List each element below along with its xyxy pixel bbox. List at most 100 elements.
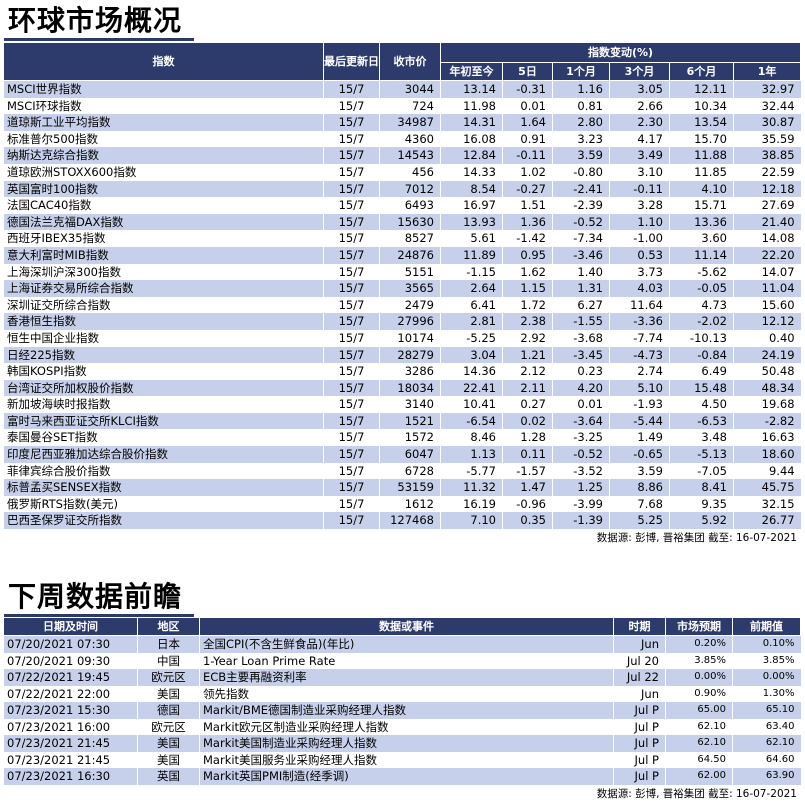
header-index: 指数 (3, 42, 324, 81)
table-row: 07/22/2021 22:00 美国 领先指数 Jun 0.90% 1.30% (3, 685, 801, 702)
previous-cell: 65.10 (732, 702, 801, 719)
last-update-cell: 15/7 (323, 379, 380, 397)
1m-change-cell: 1.31 (552, 280, 610, 297)
index-name-cell: 道琼欧洲STOXX600指数 (3, 163, 324, 181)
6m-change-cell: -0.84 (669, 346, 734, 364)
table-row: 道琼斯工业平均指数 15/7 34987 14.31 1.64 2.80 2.30 13.54… (3, 114, 801, 131)
last-update-cell: 15/7 (323, 296, 380, 314)
3m-change-cell: 5.10 (609, 379, 670, 397)
event-cell: ECB主要再融资利率 (199, 669, 614, 686)
table-row: 道琼欧洲STOXX600指数 15/7 456 14.33 1.02 -0.80 3.10 1… (3, 163, 801, 181)
table-row: 西班牙IBEX35指数 15/7 8527 5.61 -1.42 -7.34 -1.00 3.… (3, 230, 801, 247)
previous-cell: 64.60 (732, 751, 801, 768)
region-cell: 美国 (137, 685, 200, 702)
previous-cell: 3.85% (732, 652, 801, 669)
ytd-change-cell: 16.97 (440, 197, 503, 214)
last-update-cell: 15/7 (323, 512, 380, 530)
close-price-cell: 14543 (379, 147, 441, 164)
3m-change-cell: 4.03 (609, 280, 670, 297)
3m-change-cell: -5.44 (609, 412, 670, 430)
close-price-cell: 456 (379, 163, 441, 181)
close-price-cell: 2479 (379, 296, 441, 314)
header-6m: 6个月 (669, 62, 734, 81)
period-cell: Jun (613, 635, 666, 653)
region-cell: 英国 (137, 768, 200, 785)
6m-change-cell: 3.60 (669, 230, 734, 247)
datetime-cell: 07/23/2021 16:00 (3, 718, 138, 735)
6m-change-cell: 9.35 (669, 495, 734, 513)
3m-change-cell: -1.00 (609, 230, 670, 247)
1m-change-cell: -1.55 (552, 313, 610, 330)
3m-change-cell: -0.11 (609, 180, 670, 198)
period-cell: Jul P (613, 702, 666, 719)
header-change-group: 指数变动(%) (439, 42, 802, 63)
forecast-cell: 62.10 (665, 718, 733, 735)
close-price-cell: 3044 (379, 80, 441, 98)
ytd-change-cell: 7.10 (440, 512, 503, 530)
1m-change-cell: -3.68 (552, 329, 610, 347)
3m-change-cell: 3.73 (609, 263, 670, 281)
5d-change-cell: 0.95 (502, 246, 553, 264)
5d-change-cell: 1.47 (502, 479, 553, 496)
header-event: 数据或事件 (199, 617, 614, 636)
1m-change-cell: 0.01 (552, 396, 610, 413)
3m-change-cell: -0.65 (609, 446, 670, 463)
3m-change-cell: 3.10 (609, 163, 670, 181)
global-market-table: 指数 最后更新日 收市价 指数变动(%) 年初至今 5日 1个月 3个月 6个月… (3, 42, 802, 530)
table-row: 德国法兰克福DAX指数 15/7 15630 13.93 1.36 -0.52 1.10 13… (3, 213, 801, 231)
ytd-change-cell: -5.25 (440, 329, 503, 347)
3m-change-cell: 2.30 (609, 114, 670, 131)
6m-change-cell: 6.49 (669, 363, 734, 380)
table-row: 纳斯达克综合指数 15/7 14543 12.84 -0.11 3.59 3.49 11.88… (3, 147, 801, 164)
6m-change-cell: -7.05 (669, 462, 734, 480)
event-cell: 1-Year Loan Prime Rate (199, 652, 614, 669)
last-update-cell: 15/7 (323, 263, 380, 281)
1m-change-cell: -2.39 (552, 197, 610, 214)
ytd-change-cell: 13.93 (440, 213, 503, 231)
1m-change-cell: -3.45 (552, 346, 610, 364)
last-update-cell: 15/7 (323, 412, 380, 430)
5d-change-cell: 1.64 (502, 114, 553, 131)
1m-change-cell: 3.59 (552, 147, 610, 164)
1y-change-cell: 38.85 (732, 147, 801, 164)
3m-change-cell: -7.74 (609, 329, 670, 347)
ytd-change-cell: -5.77 (440, 462, 503, 480)
1y-change-cell: 14.08 (732, 230, 801, 247)
close-price-cell: 6728 (379, 462, 441, 480)
ytd-change-cell: 6.41 (440, 296, 503, 314)
close-price-cell: 6493 (379, 197, 441, 214)
table-row: 俄罗斯RTS指数(美元) 15/7 1612 16.19 -0.96 -3.99 7.68 9… (3, 495, 801, 513)
close-price-cell: 53159 (379, 479, 441, 496)
index-name-cell: 新加坡海峡时报指数 (3, 396, 324, 413)
1m-change-cell: -3.64 (552, 412, 610, 430)
index-name-cell: 香港恒生指数 (3, 313, 324, 330)
1y-change-cell: 22.20 (732, 246, 801, 264)
last-update-cell: 15/7 (323, 213, 380, 231)
1y-change-cell: -2.82 (732, 412, 801, 430)
section2-source: 数据源: 彭博, 晋裕集团 截至: 16-07-2021 (596, 788, 797, 800)
region-cell: 欧元区 (137, 718, 200, 735)
6m-change-cell: 4.10 (669, 180, 734, 198)
1y-change-cell: 14.07 (732, 263, 801, 281)
event-cell: Markit/BME德国制造业采购经理人指数 (199, 702, 614, 719)
3m-change-cell: 4.17 (609, 130, 670, 148)
header-3m: 3个月 (609, 62, 670, 81)
forecast-cell: 64.50 (665, 751, 733, 768)
5d-change-cell: -1.57 (502, 462, 553, 480)
close-price-cell: 27996 (379, 313, 441, 330)
region-cell: 日本 (137, 635, 200, 653)
last-update-cell: 15/7 (323, 114, 380, 131)
6m-change-cell: -5.13 (669, 446, 734, 463)
6m-change-cell: 5.92 (669, 512, 734, 530)
index-name-cell: 上海证券交易所综合指数 (3, 280, 324, 297)
index-name-cell: 俄罗斯RTS指数(美元) (3, 495, 324, 513)
last-update-cell: 15/7 (323, 495, 380, 513)
1y-change-cell: 32.15 (732, 495, 801, 513)
3m-change-cell: 11.64 (609, 296, 670, 314)
table-row: 标准普尔500指数 15/7 4360 16.08 0.91 3.23 4.17 15.70 3… (3, 130, 801, 148)
close-price-cell: 15630 (379, 213, 441, 231)
5d-change-cell: 2.38 (502, 313, 553, 330)
section2-title: 下周数据前瞻 (8, 580, 183, 613)
1m-change-cell: 0.23 (552, 363, 610, 380)
datetime-cell: 07/22/2021 22:00 (3, 685, 138, 702)
